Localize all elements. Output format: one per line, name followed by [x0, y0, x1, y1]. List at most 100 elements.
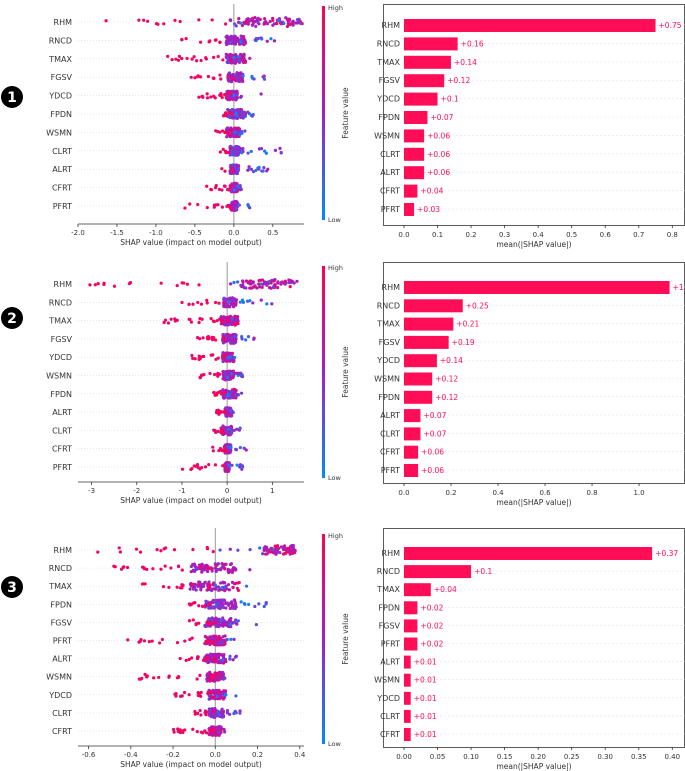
- swarm-dot: [225, 36, 229, 40]
- swarm-dot: [207, 678, 211, 682]
- swarm-dot: [209, 187, 213, 192]
- swarm-dot: [228, 205, 232, 209]
- swarm-dot: [224, 606, 228, 610]
- bar-value-label: +0.04: [434, 585, 457, 594]
- swarm-dot: [112, 284, 117, 288]
- swarm-dot: [258, 546, 262, 550]
- swarm-dot: [205, 657, 209, 661]
- bar-value-label: +0.01: [414, 694, 437, 703]
- x-tick-label: -2: [133, 487, 140, 495]
- swarm-dot: [223, 562, 227, 567]
- swarm-dot: [147, 640, 151, 644]
- swarm-dot: [208, 601, 213, 605]
- swarm-dot: [227, 427, 231, 431]
- x-tick-label: -2.0: [71, 229, 85, 237]
- swarm-dot: [214, 129, 218, 133]
- swarm-dot: [205, 96, 210, 100]
- swarm-dot: [232, 371, 236, 376]
- swarm-dot: [201, 336, 205, 340]
- bar-value-label: +0.04: [420, 187, 443, 196]
- swarm-dot: [200, 465, 204, 470]
- bar-value-label: +0.01: [414, 658, 437, 667]
- feature-label: FPDN: [50, 110, 72, 119]
- swarm-dot: [267, 280, 271, 284]
- feature-label: TMAX: [48, 55, 72, 64]
- swarm-dot: [228, 449, 232, 453]
- swarm-dot: [208, 652, 213, 656]
- swarm-dot: [205, 563, 209, 567]
- swarm-dot: [232, 637, 236, 641]
- swarm-dot: [275, 547, 279, 551]
- swarm-dot: [234, 581, 238, 585]
- swarm-dot: [226, 375, 230, 380]
- panel-marker-number: 3: [7, 580, 17, 596]
- swarm-dot: [242, 601, 246, 606]
- swarm-dot: [223, 581, 227, 585]
- swarm-dot: [265, 302, 269, 306]
- swarm-dot: [171, 727, 176, 732]
- bar: [404, 691, 411, 705]
- swarm-dot: [232, 340, 236, 344]
- swarm-dot: [225, 711, 230, 715]
- swarm-dot: [192, 464, 196, 468]
- swarm-dot: [227, 411, 231, 415]
- bar-value-label: +0.12: [447, 76, 470, 85]
- swarm-dot: [264, 545, 269, 549]
- swarm-dot: [197, 95, 201, 99]
- bar: [404, 583, 431, 597]
- swarm-dot: [281, 552, 286, 556]
- swarm-dot: [197, 283, 201, 287]
- swarm-dot: [229, 55, 233, 59]
- swarm-dot: [204, 624, 208, 629]
- swarm-dot: [229, 396, 233, 400]
- swarm-dot: [223, 642, 227, 646]
- swarm-dot: [253, 19, 257, 24]
- swarm-dot: [232, 280, 236, 285]
- swarm-dot: [225, 60, 229, 64]
- swarm-dot: [195, 656, 200, 661]
- swarm-dot: [234, 206, 238, 210]
- swarm-dot: [137, 677, 141, 681]
- swarm-dot: [242, 446, 246, 450]
- swarm-dot: [231, 299, 235, 303]
- swarm-dot: [246, 335, 251, 339]
- swarm-dot: [223, 169, 227, 173]
- swarm-dot: [238, 113, 242, 117]
- swarm-dot: [234, 202, 239, 206]
- bar: [404, 299, 463, 313]
- swarm-dot: [247, 165, 251, 169]
- swarm-dot: [199, 58, 203, 63]
- colorbar-title: Feature value: [341, 346, 350, 398]
- swarm-dot: [204, 731, 209, 735]
- swarm-dot: [220, 129, 225, 133]
- x-tick-label: 0.15: [497, 753, 513, 761]
- swarm-dot: [215, 694, 219, 698]
- swarm-dot: [221, 655, 226, 660]
- swarm-dot: [236, 588, 241, 593]
- swarm-dot: [214, 393, 219, 397]
- category-label: RHM: [382, 283, 401, 292]
- swarm-dot: [240, 337, 244, 341]
- swarm-dot: [173, 319, 177, 323]
- x-tick-label: -0.2: [166, 751, 180, 759]
- swarm-dot: [260, 278, 265, 282]
- bar-value-label: +0.01: [414, 730, 437, 739]
- swarm-dot: [224, 52, 228, 56]
- swarm-dot: [210, 695, 214, 699]
- swarm-dot: [239, 600, 243, 604]
- swarm-dot: [204, 639, 208, 643]
- swarm-dot: [236, 619, 240, 623]
- swarm-dot: [212, 679, 217, 683]
- swarm-dot: [220, 430, 224, 434]
- swarm-dot: [211, 714, 215, 719]
- swarm-dot: [188, 603, 192, 607]
- bar-value-label: +0.12: [435, 375, 458, 384]
- beeswarm-chart: RHM RNCD TMAX FGSV YDCD FPDN WSMN CLRT ALRT CFRT P…: [46, 4, 350, 247]
- bar: [404, 728, 411, 741]
- swarm-dot: [236, 392, 240, 397]
- bar: [404, 19, 656, 32]
- swarm-dot: [234, 618, 238, 622]
- swarm-dot: [205, 205, 209, 210]
- feature-label: CFRT: [52, 727, 72, 736]
- bar: [404, 335, 449, 349]
